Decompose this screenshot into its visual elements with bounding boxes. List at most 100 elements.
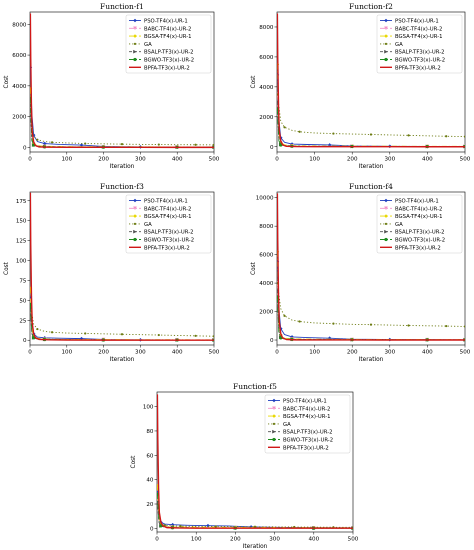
series-line-bgsa-tf4-x-ur-1-4: [277, 251, 465, 341]
point-ga-1: [212, 143, 214, 146]
series-line-bgwo-tf3-x-ur-2-3: [30, 304, 214, 341]
y-tick-label-4: 10000: [256, 196, 274, 202]
x-tick-label-1: 300: [135, 157, 146, 163]
x-tick-label-3: 300: [135, 350, 146, 356]
legend-label-3: BGWO-TF3(x)-UR-2: [144, 238, 194, 244]
series-line-ga-5: [157, 503, 353, 528]
series-line-bpfa-tf3-x-ur-2-3: [30, 192, 214, 341]
legend-label-2: BABC-TF4(x)-UR-2: [395, 26, 442, 32]
y-tick-label-3: 75: [19, 278, 27, 284]
legend-label-5: BPFA-TF3(x)-UR-2: [283, 445, 329, 451]
y-tick-label-2: 8000: [259, 25, 274, 31]
legend-label-1: BGSA-TF4(x)-UR-1: [144, 34, 192, 40]
x-tick-label-2: 400: [422, 157, 433, 163]
x-tick-label-5: 300: [269, 537, 280, 543]
point-pso-tf4-x-ur-1-2: [327, 143, 332, 147]
legend-label-3: BPFA-TF3(x)-UR-2: [144, 245, 190, 251]
x-tick-label-3: 200: [98, 350, 109, 356]
y-tick-label-3: 175: [16, 199, 27, 205]
y-tick-label-3: 50: [19, 298, 27, 304]
legend-label-3: BABC-TF4(x)-UR-2: [144, 206, 191, 212]
series-line-bsalp-tf3-x-ur-2-4: [277, 290, 465, 341]
y-tick-label-4: 4000: [259, 281, 274, 287]
chart-title-2: Function-f2: [349, 2, 393, 11]
legend-marker-1: [133, 26, 137, 31]
series-line-ga-2: [277, 94, 465, 138]
series-line-ga-3: [30, 304, 214, 337]
y-tick-label-3: 125: [16, 239, 27, 245]
series-line-babc-tf4-x-ur-2-4: [277, 283, 465, 341]
chart-panel-3: Function-f3 0 100 200 300 400 500 0 25 50 75 100 125…: [4, 182, 220, 363]
x-tick-label-4: 0: [275, 350, 279, 356]
y-tick-label-5: 100: [143, 405, 154, 411]
chart-title-1: Function-f1: [100, 2, 144, 11]
legend-box-4: [376, 194, 463, 254]
x-tick-label-5: 200: [230, 537, 241, 543]
legend-marker-4: [384, 206, 388, 211]
x-axis-label-2: Iteration: [359, 164, 384, 170]
plot-frame-5: [156, 391, 354, 533]
point-ga-2: [298, 130, 301, 133]
x-tick-label-4: 300: [384, 350, 395, 356]
y-tick-label-3: 0: [23, 338, 27, 344]
point-ga-3: [157, 333, 160, 337]
x-tick-label-1: 500: [209, 157, 220, 163]
y-tick-label-1: 8000: [12, 22, 27, 28]
y-tick-label-3: 25: [19, 318, 27, 324]
x-tick-label-1: 100: [61, 157, 72, 163]
legend-marker-4: [384, 198, 388, 203]
point-ga-2: [332, 132, 335, 135]
legend-label-5: BSALP-TF3(x)-UR-2: [283, 430, 333, 436]
point-ga-2: [407, 134, 410, 137]
legend-label-1: BGWO-TF3(x)-UR-2: [144, 58, 194, 64]
chart-panel-1: Function-f1 0 100 200 300 400 500 0 2000 4000 6000…: [4, 2, 220, 170]
chart-panel-5: Function-f5 0 100 200 300 400 500 0 20 40 60 80 100 I…: [131, 382, 359, 550]
point-pso-tf4-x-ur-1-5: [249, 525, 253, 529]
point-ga-3: [84, 332, 87, 335]
y-axis-label-1: Cost: [4, 75, 10, 89]
series-line-bsalp-tf3-x-ur-2-2: [277, 101, 465, 148]
legend-marker-4: [384, 229, 388, 234]
x-axis-label-4: Iteration: [359, 357, 384, 363]
y-tick-label-1: 4000: [12, 84, 27, 90]
point-ga-1: [157, 143, 160, 146]
legend-label-4: BSALP-TF3(x)-UR-2: [395, 230, 445, 236]
point-ga-5: [179, 525, 182, 528]
point-bgwo-tf3-x-ur-2-2: [279, 143, 283, 147]
y-axis-label-3: Cost: [4, 261, 10, 275]
point-pso-tf4-x-ur-1-1: [42, 141, 47, 146]
legend-box-2: [376, 14, 463, 74]
legend-label-5: BABC-TF4(x)-UR-2: [283, 406, 330, 412]
point-ga-2: [445, 135, 448, 138]
legend-label-3: BSALP-TF3(x)-UR-2: [144, 230, 194, 236]
series-line-bsalp-tf3-x-ur-2-1: [30, 104, 214, 148]
legend-label-4: BGSA-TF4(x)-UR-1: [395, 214, 443, 220]
y-tick-label-2: 0: [270, 145, 274, 151]
legend-marker-3: [133, 214, 137, 218]
legend-marker-1: [133, 34, 137, 38]
x-tick-label-2: 0: [275, 157, 279, 163]
y-axis-label-2: Cost: [251, 75, 257, 89]
point-pso-tf4-x-ur-1-4: [327, 336, 332, 340]
legend-label-4: BGWO-TF3(x)-UR-2: [395, 238, 445, 244]
point-ga-1: [120, 143, 124, 146]
x-axis-label-1: Iteration: [110, 164, 135, 170]
series-group-1: [30, 13, 214, 150]
legend-marker-1: [133, 49, 137, 54]
series-line-babc-tf4-x-ur-2-1: [30, 101, 214, 148]
y-tick-label-5: 20: [146, 502, 154, 508]
point-ga-3: [212, 335, 214, 338]
series-line-babc-tf4-x-ur-2-5: [157, 497, 353, 529]
legend-box-1: [125, 14, 212, 74]
series-line-bpfa-tf3-x-ur-2-1: [30, 13, 214, 149]
x-tick-label-1: 0: [28, 157, 32, 163]
y-tick-label-5: 60: [146, 453, 154, 459]
x-tick-label-2: 100: [309, 157, 320, 163]
series-group-2: [277, 13, 465, 149]
point-ga-5: [253, 525, 257, 528]
legend-label-5: PSO-TF4(x)-UR-1: [283, 399, 327, 405]
series-line-bgsa-tf4-x-ur-1-3: [30, 288, 214, 341]
